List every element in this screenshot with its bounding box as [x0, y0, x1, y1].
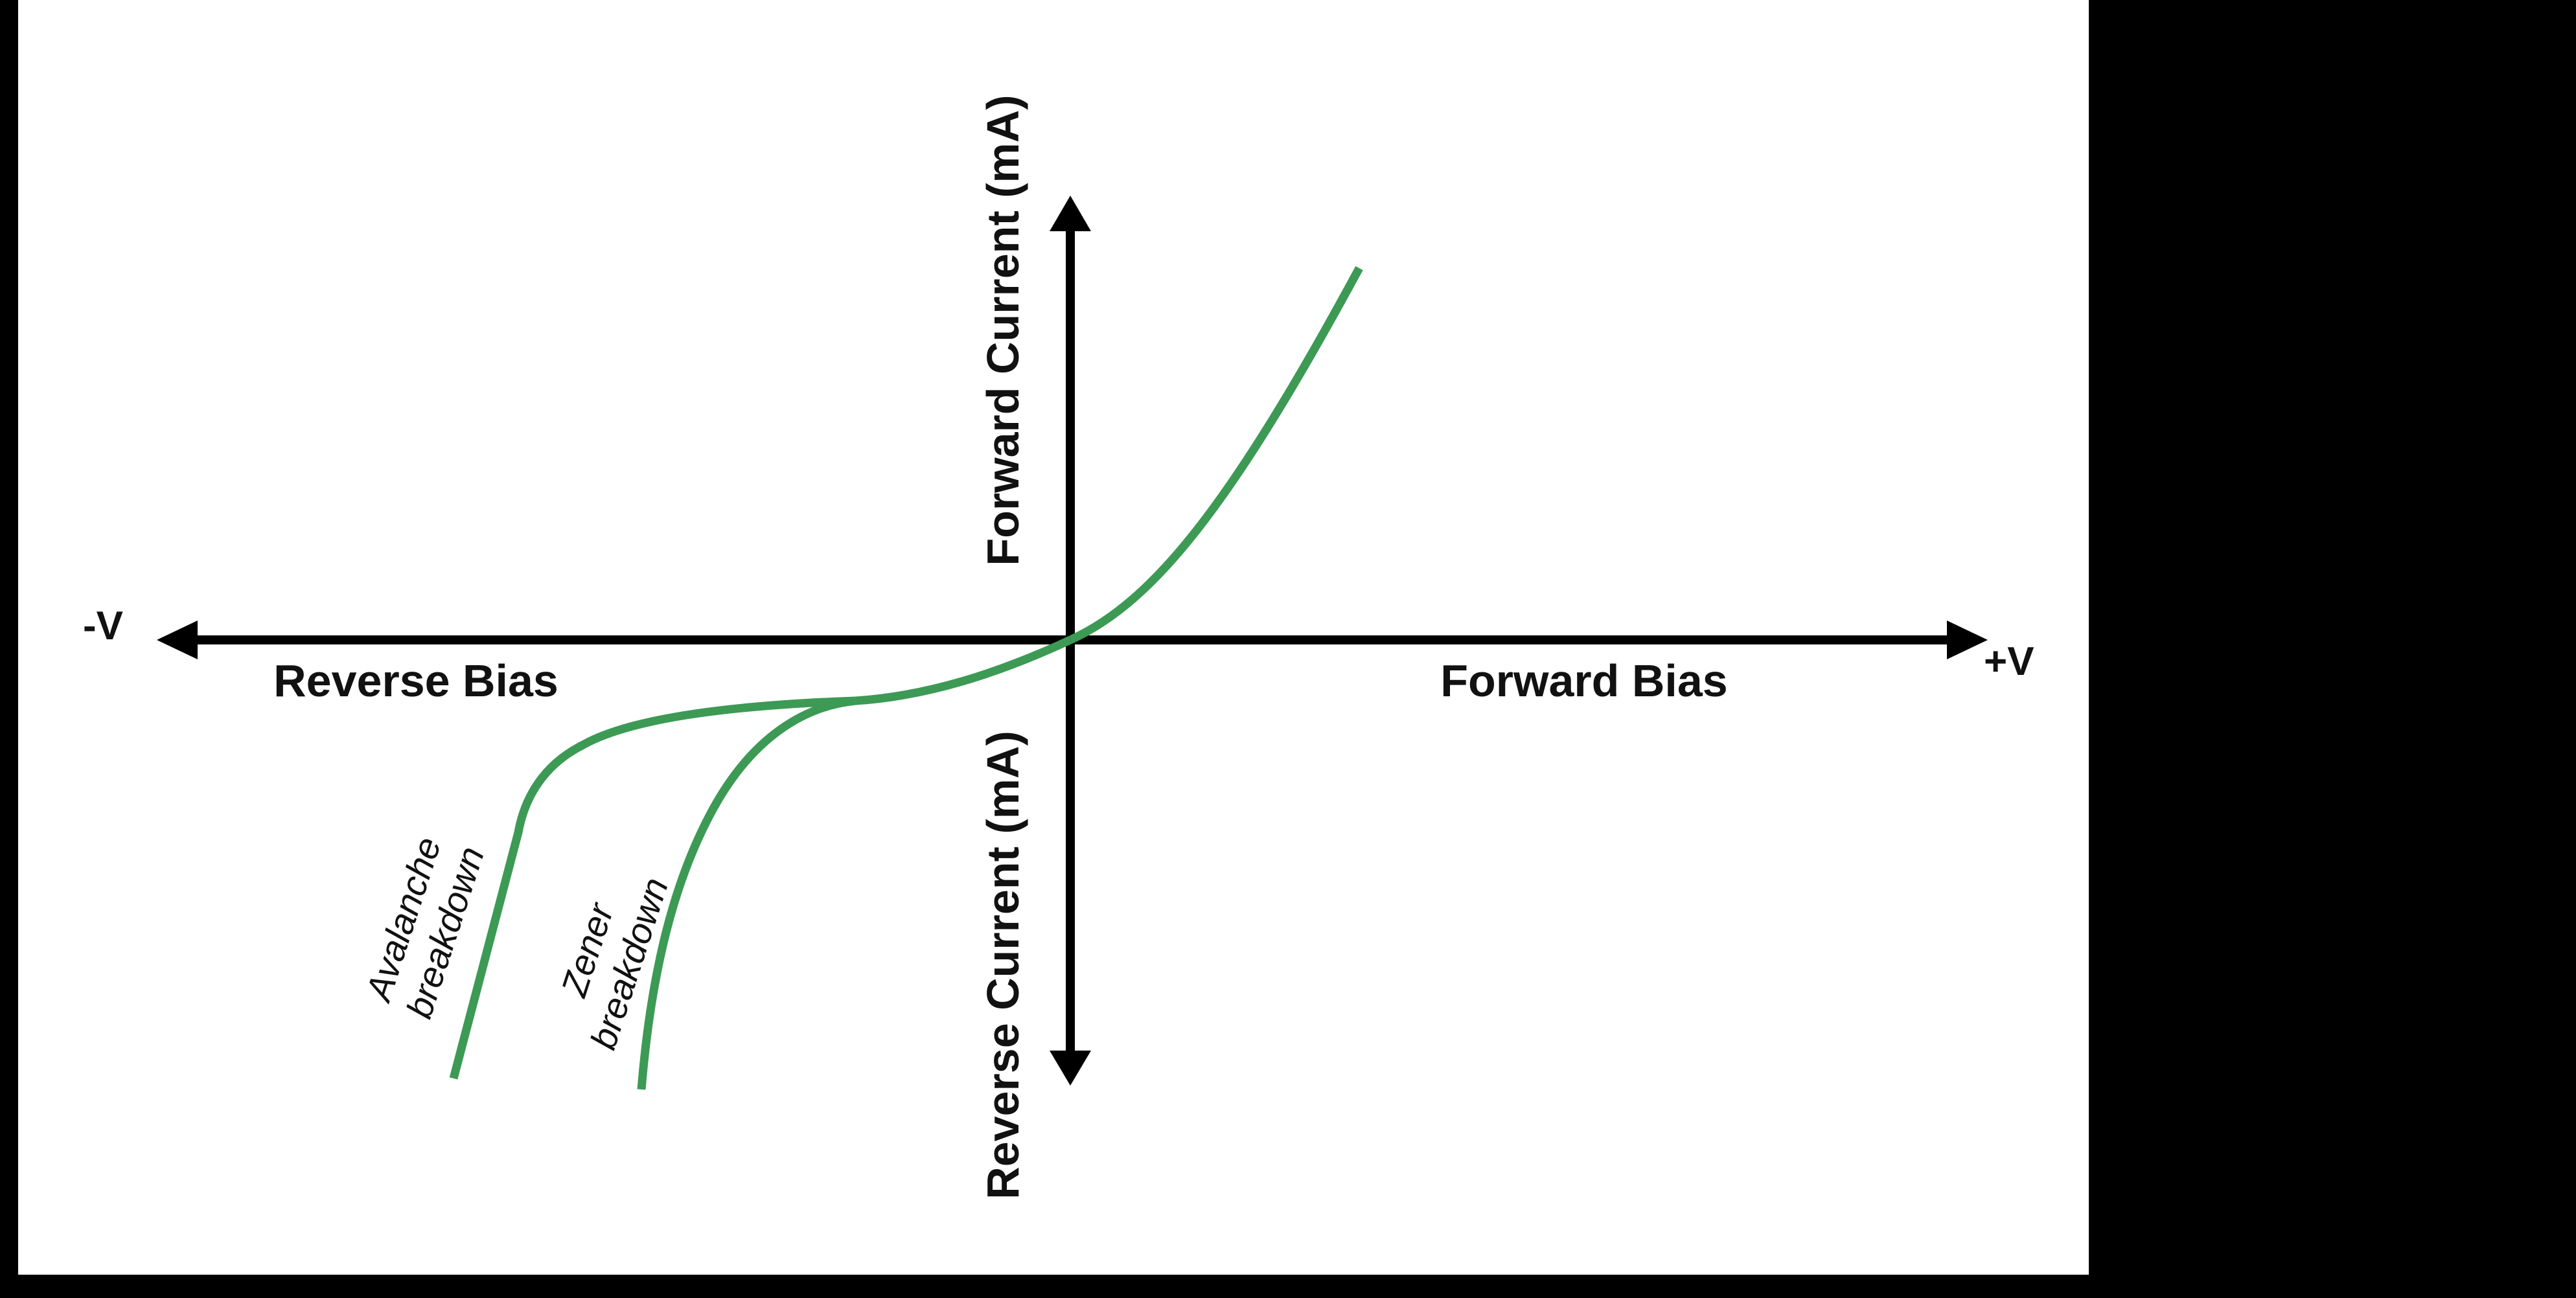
reverse-current-label: Reverse Current (mA): [978, 731, 1028, 1200]
reverse-bias-label: Reverse Bias: [273, 655, 558, 706]
negative-voltage-arrowhead: [157, 621, 198, 659]
positive-voltage-label: +V: [1984, 639, 2034, 684]
forward-current-label: Forward Current (mA): [978, 95, 1028, 565]
forward-current-arrowhead: [1050, 196, 1091, 231]
reverse-leakage-curve: [855, 636, 1072, 705]
zener-breakdown-curve: [637, 696, 856, 1090]
positive-voltage-arrowhead: [1947, 621, 1988, 659]
negative-voltage-label: -V: [83, 604, 123, 648]
forward-bias-curve: [1068, 266, 1363, 644]
reverse-current-arrowhead: [1050, 1051, 1091, 1086]
forward-bias-label: Forward Bias: [1440, 655, 1727, 706]
avalanche-breakdown-curve: [449, 696, 856, 1080]
iv-curves: [449, 266, 1363, 1090]
zener-breakdown-annotation: Zener breakdown: [553, 872, 676, 1054]
